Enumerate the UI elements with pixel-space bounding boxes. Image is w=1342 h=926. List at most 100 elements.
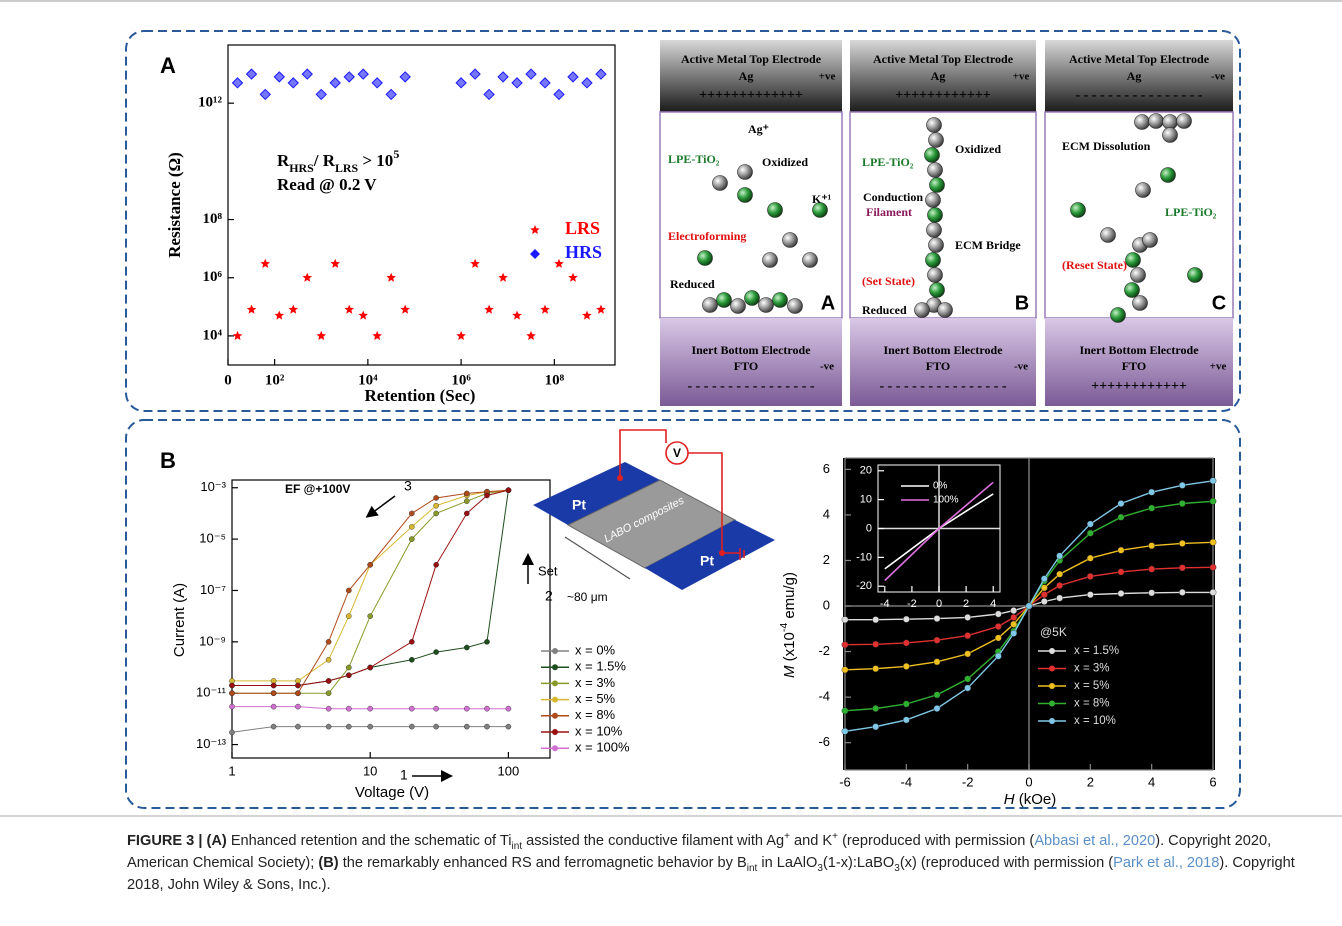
data-point — [345, 705, 352, 712]
y-tick-label: -10 — [856, 551, 872, 563]
x-tick-label: 4 — [990, 598, 996, 610]
legend-marker — [1049, 648, 1055, 654]
legend-label: 100% — [933, 495, 959, 506]
panel-letter: C — [1212, 292, 1226, 314]
series-line — [232, 489, 509, 694]
annotation-run: HRS — [289, 161, 314, 175]
data-point — [270, 723, 277, 730]
y-axis-title-run: emu/g) — [781, 572, 798, 623]
ion — [1160, 167, 1176, 183]
data-point — [301, 68, 313, 80]
electrode-metal: Ag — [931, 69, 946, 83]
electrode-metal: FTO — [926, 359, 950, 373]
y-tick-label: 6 — [823, 461, 830, 476]
x-tick-label: -6 — [839, 774, 851, 789]
polarity: -ve — [820, 361, 834, 373]
data-point — [367, 664, 373, 671]
caption-run: 3 — [894, 862, 900, 874]
data-point — [484, 492, 490, 499]
data-point — [872, 640, 880, 648]
ion — [1132, 295, 1148, 311]
data-point — [433, 649, 439, 655]
data-point — [367, 705, 373, 712]
data-point — [455, 77, 467, 89]
data-point — [456, 330, 466, 340]
data-point — [1010, 614, 1018, 621]
legend-marker — [1049, 683, 1055, 689]
caption-run[interactable]: Park et al., 2018 — [1113, 855, 1220, 871]
ion — [1110, 307, 1126, 323]
ion — [924, 147, 940, 163]
data-point — [325, 678, 332, 684]
data-point — [841, 666, 849, 674]
data-point — [409, 524, 415, 530]
schematic-label: (Set State) — [862, 274, 915, 288]
caption-run[interactable]: Abbasi et al., 2020 — [1034, 833, 1156, 849]
x-tick-label: -2 — [907, 598, 917, 610]
x-tick-label: 10⁶ — [451, 372, 471, 388]
data-point — [505, 723, 512, 730]
data-point — [554, 258, 564, 268]
voltmeter-label: V — [673, 446, 681, 460]
data-point — [512, 310, 522, 320]
data-point — [582, 310, 592, 320]
legend-marker — [530, 225, 540, 234]
caption-run: in LaAlO — [757, 855, 818, 871]
electrode-label: Pt — [572, 497, 586, 513]
data-point — [345, 672, 352, 679]
data-point — [1178, 481, 1186, 489]
y-tick-label: 10⁻⁹ — [199, 633, 226, 648]
annotation: 3 — [404, 478, 412, 494]
x-tick-label: 100 — [498, 763, 520, 778]
ion — [712, 175, 728, 191]
ion — [1162, 127, 1178, 143]
ion — [737, 164, 753, 180]
data-point — [260, 258, 270, 268]
data-point — [295, 690, 301, 697]
data-point — [287, 77, 299, 89]
data-point — [386, 272, 396, 282]
data-point — [1148, 504, 1156, 512]
data-point — [325, 639, 332, 645]
data-point — [505, 705, 512, 712]
data-point — [1117, 590, 1125, 597]
panel-label: A — [160, 53, 176, 78]
data-point — [229, 703, 235, 710]
data-point — [553, 88, 565, 101]
data-point — [902, 662, 910, 670]
ion — [758, 297, 774, 313]
y-tick-label: 10⁻¹³ — [196, 736, 227, 751]
schematic-label: Oxidized — [955, 142, 1001, 156]
data-point — [229, 729, 235, 736]
ion — [782, 232, 798, 248]
annotation: @5K — [1040, 625, 1067, 639]
data-point — [325, 705, 332, 712]
data-point — [372, 330, 382, 340]
y-tick-label: 4 — [823, 506, 830, 521]
data-point — [409, 536, 415, 542]
data-point — [288, 304, 298, 314]
schematic-label: (Reset State) — [1062, 258, 1127, 272]
y-axis-title-run: -4 — [778, 623, 790, 632]
data-point — [483, 88, 495, 101]
data-point — [399, 71, 411, 83]
y-axis-title: Resistance (Ω) — [165, 152, 184, 258]
electrode-title: Inert Bottom Electrode — [883, 343, 1003, 357]
data-point — [484, 705, 490, 712]
y-tick-label: 10¹² — [198, 95, 222, 111]
annotation-run: R — [277, 151, 290, 170]
panel-label: B — [160, 448, 176, 473]
ion — [929, 177, 945, 193]
data-point — [1040, 584, 1048, 592]
data-point — [1025, 602, 1033, 610]
electrode-metal: FTO — [734, 359, 758, 373]
annotation-run: > 10 — [358, 151, 393, 170]
x-tick-label: 4 — [1148, 774, 1155, 789]
ion — [927, 207, 943, 223]
schematic-label: Electroforming — [668, 229, 746, 243]
data-point — [1209, 563, 1217, 571]
data-point — [409, 639, 415, 645]
ion — [772, 292, 788, 308]
legend-label: x = 1.5% — [1074, 645, 1119, 657]
